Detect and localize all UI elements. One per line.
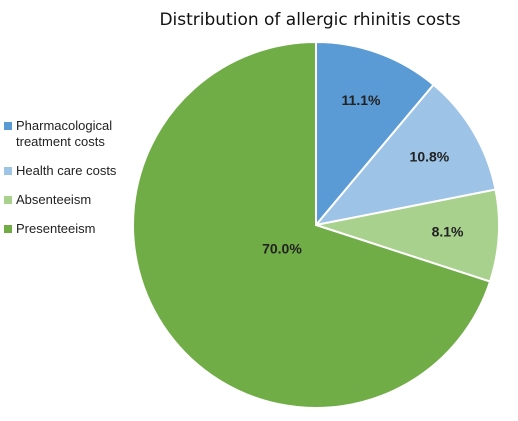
legend-item: Health care costs bbox=[4, 163, 144, 179]
legend-swatch bbox=[4, 167, 12, 175]
legend-swatch bbox=[4, 225, 12, 233]
legend-label: Presenteeism bbox=[16, 221, 96, 236]
legend-item: Absenteeism bbox=[4, 192, 144, 208]
legend: Pharmacological treatment costs Health ca… bbox=[4, 118, 144, 250]
legend-item: Pharmacological treatment costs bbox=[4, 118, 144, 150]
pie-slice bbox=[312, 188, 500, 283]
legend-swatch bbox=[4, 122, 12, 130]
legend-item: Presenteeism bbox=[4, 221, 144, 237]
legend-label: Absenteeism bbox=[16, 192, 92, 207]
value-label: 11.1% bbox=[342, 92, 381, 108]
pie-slice bbox=[132, 40, 492, 409]
pie-slice bbox=[313, 83, 497, 227]
legend-label: Health care costs bbox=[16, 163, 117, 178]
chart-title: Distribution of allergic rhinitis costs bbox=[159, 10, 460, 30]
value-label: 8.1% bbox=[432, 224, 464, 240]
legend-label: Pharmacological treatment costs bbox=[16, 118, 113, 149]
legend-swatch bbox=[4, 196, 12, 204]
value-label: 10.8% bbox=[410, 149, 450, 165]
pie-slice bbox=[315, 40, 435, 228]
value-label: 70.0% bbox=[262, 240, 302, 256]
